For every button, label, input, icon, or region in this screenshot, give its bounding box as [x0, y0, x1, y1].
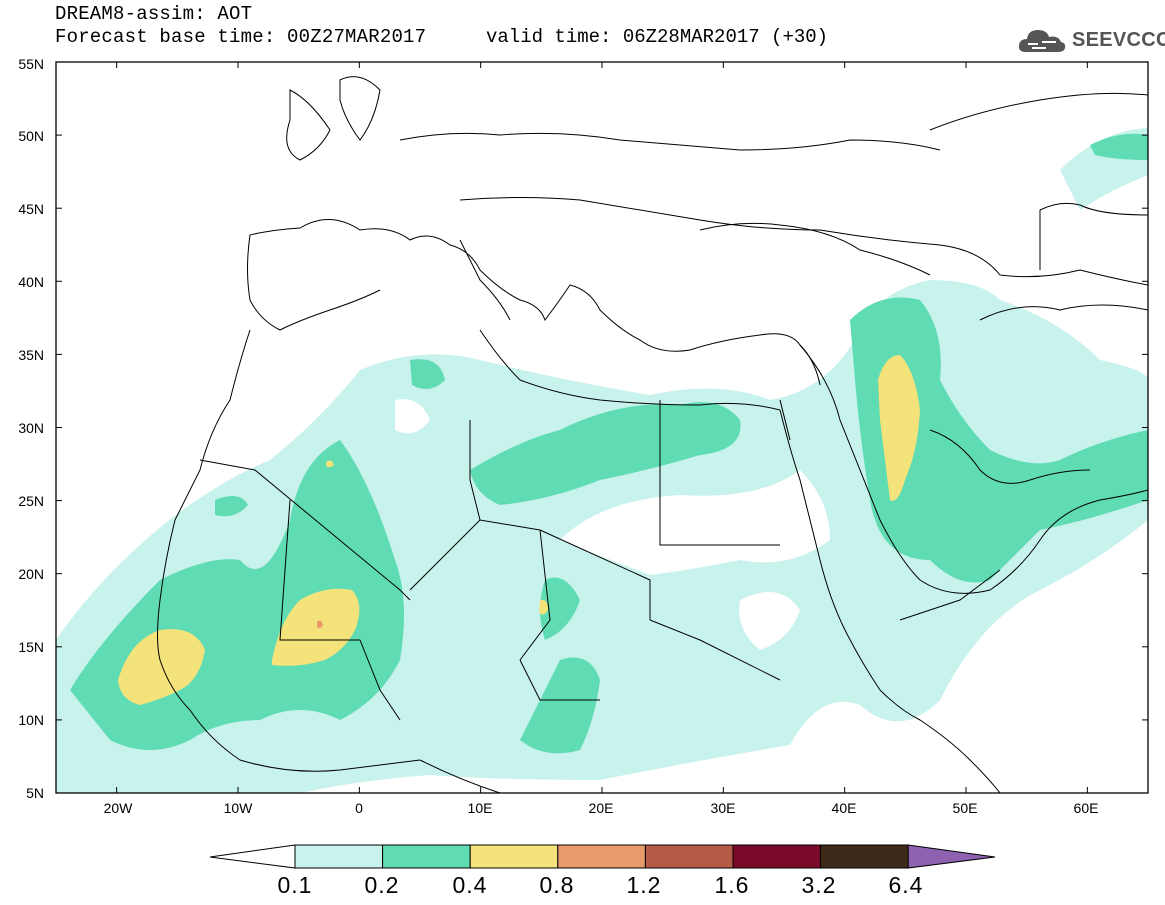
aot-contour-0.2	[410, 359, 445, 389]
colorbar-label: 0.8	[539, 872, 575, 898]
axis-ticks	[56, 61, 1148, 794]
colorbar-label: 6.4	[888, 872, 924, 898]
lon-label: 30E	[710, 800, 736, 816]
colorbar-cell	[469, 844, 559, 869]
aot-contour-0.4	[539, 599, 548, 615]
colorbar-cell	[294, 844, 384, 869]
lon-label: 20W	[103, 800, 133, 816]
colorbar-cell	[382, 844, 471, 869]
lat-label: 5N	[26, 785, 44, 801]
aot-contour-0.2	[215, 496, 248, 517]
lat-label: 40N	[18, 274, 44, 290]
lat-label: 50N	[18, 128, 44, 144]
lat-label: 25N	[18, 493, 44, 509]
aot-contour-0.2	[1090, 133, 1148, 160]
colorbar-label: 1.2	[626, 872, 662, 898]
lon-label: 20E	[588, 800, 614, 816]
colorbar-cell	[644, 844, 734, 869]
aot-contour-0.4	[326, 460, 334, 468]
colorbar-label: 3.2	[801, 872, 837, 898]
aot-field	[56, 128, 1148, 793]
coastlines-borders	[157, 76, 1148, 793]
colorbar-label: 1.6	[714, 872, 750, 898]
lon-label: 10W	[223, 800, 253, 816]
colorbar-over-arrow	[907, 844, 996, 869]
colorbar-cell	[557, 844, 646, 869]
colorbar-label: 0.2	[364, 872, 400, 898]
lat-label: 20N	[18, 566, 44, 582]
aot-contour-0.4	[118, 629, 205, 705]
lat-label: 10N	[18, 712, 44, 728]
lat-label: 35N	[18, 347, 44, 363]
seevccc-logo: SEEVCCC	[1016, 24, 1165, 60]
logo-text: SEEVCCC	[1072, 29, 1165, 51]
map-title: DREAM8-assim: AOT	[55, 3, 253, 25]
lat-label: 55N	[18, 56, 44, 72]
lon-label: 10E	[467, 800, 493, 816]
colorbar-label: 0.4	[452, 872, 488, 898]
aot-contour-0.4	[878, 355, 920, 501]
colorbar-cell	[820, 844, 909, 869]
lat-label: 30N	[18, 420, 44, 436]
aot-contour-0.8	[317, 620, 323, 629]
lon-label: 60E	[1073, 800, 1099, 816]
colorbar-cell	[732, 844, 822, 869]
lon-label: 50E	[952, 800, 978, 816]
aot-contour-0.2	[540, 577, 580, 640]
colorbar-label: 0.1	[277, 872, 313, 898]
valid-time: valid time: 06Z28MAR2017 (+30)	[486, 26, 829, 48]
aot-contour-0.2	[520, 657, 600, 754]
colorbar-under-arrow	[209, 844, 296, 869]
lat-label: 15N	[18, 639, 44, 655]
lon-label: 40E	[831, 800, 857, 816]
aot-contour-0.2	[850, 297, 1148, 583]
aot-contour-0.4	[272, 588, 360, 666]
colorbar	[209, 844, 996, 869]
cloud-logo-icon	[1018, 30, 1066, 52]
aot-contour-0.2	[470, 402, 741, 505]
forecast-base-time: Forecast base time: 00Z27MAR2017	[55, 26, 427, 48]
lat-label: 45N	[18, 201, 44, 217]
lon-label: 0	[355, 800, 363, 816]
